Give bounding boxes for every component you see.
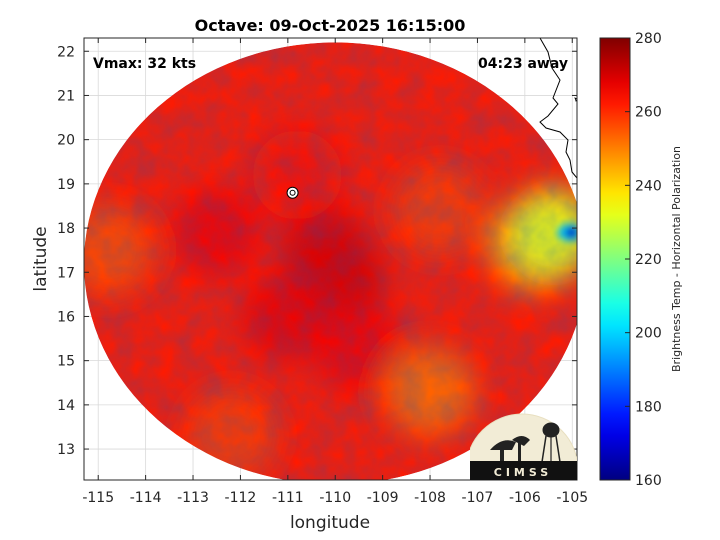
cimss-logo: CIMSS bbox=[470, 413, 577, 480]
logo-text: CIMSS bbox=[494, 466, 552, 479]
colorbar-tick-label: 280 bbox=[635, 31, 662, 47]
x-tick-label: -109 bbox=[367, 490, 399, 506]
y-tick-label: 18 bbox=[57, 221, 75, 237]
colorbar-tick-label: 220 bbox=[635, 252, 662, 268]
swath-texture bbox=[84, 42, 577, 480]
colorbar: 160 180 200 220 240 260 280 Brightness Temp - … bbox=[599, 31, 683, 489]
y-tick-label: 20 bbox=[57, 133, 75, 149]
water-tower-icon bbox=[541, 422, 561, 463]
y-axis-label: latitude bbox=[31, 226, 51, 291]
x-tick-label: -112 bbox=[225, 490, 257, 506]
colorbar-tick-label: 200 bbox=[635, 326, 662, 342]
x-tick-label: -110 bbox=[319, 490, 351, 506]
x-tick-label: -115 bbox=[82, 490, 114, 506]
brightness-temperature-swath bbox=[84, 42, 577, 480]
coastline bbox=[539, 38, 577, 179]
vmax-annotation: Vmax: 32 kts bbox=[93, 56, 196, 72]
time-away-annotation: 04:23 away bbox=[478, 56, 568, 72]
y-tick-label: 13 bbox=[57, 442, 75, 458]
x-tick-label: -107 bbox=[462, 490, 494, 506]
x-tick-label: -106 bbox=[509, 490, 541, 506]
colorbar-tick-label: 180 bbox=[635, 399, 662, 415]
storm-marker-ring bbox=[286, 186, 299, 199]
axes-frame bbox=[83, 37, 578, 481]
y-tick-label: 21 bbox=[57, 88, 75, 104]
colorbar-ticks: 160 180 200 220 240 260 280 bbox=[625, 31, 662, 489]
x-tick-label: -108 bbox=[414, 490, 446, 506]
colorbar-tick-label: 240 bbox=[635, 178, 662, 194]
y-tick-label: 16 bbox=[57, 309, 75, 325]
colorbar-label: Brightness Temp - Horizontal Polarizatio… bbox=[670, 146, 683, 372]
storm-marker-core bbox=[289, 189, 296, 196]
x-tick-label: -113 bbox=[177, 490, 209, 506]
y-tick-label: 22 bbox=[57, 44, 75, 60]
x-axis-label: longitude bbox=[290, 513, 370, 533]
storm-center-marker bbox=[286, 186, 299, 199]
y-tick-label: 15 bbox=[57, 354, 75, 370]
y-tick-label: 14 bbox=[57, 398, 75, 414]
y-tick-label: 17 bbox=[57, 265, 75, 281]
x-tick-label: -111 bbox=[272, 490, 304, 506]
chart-title: Octave: 09-Oct-2025 16:15:00 bbox=[195, 16, 466, 35]
x-tick-label: -114 bbox=[130, 490, 162, 506]
colorbar-tick-label: 160 bbox=[635, 473, 662, 489]
x-tick-label: -105 bbox=[556, 490, 588, 506]
x-axis-ticks: -115 -114 -113 -112 -111 -110 -109 -108 -107 -106… bbox=[82, 38, 588, 506]
y-tick-label: 19 bbox=[57, 177, 75, 193]
colorbar-tick-label: 260 bbox=[635, 105, 662, 121]
y-axis-ticks: 13 14 15 16 17 18 19 20 21 22 bbox=[57, 44, 577, 458]
satellite-dish-icon bbox=[490, 436, 530, 462]
